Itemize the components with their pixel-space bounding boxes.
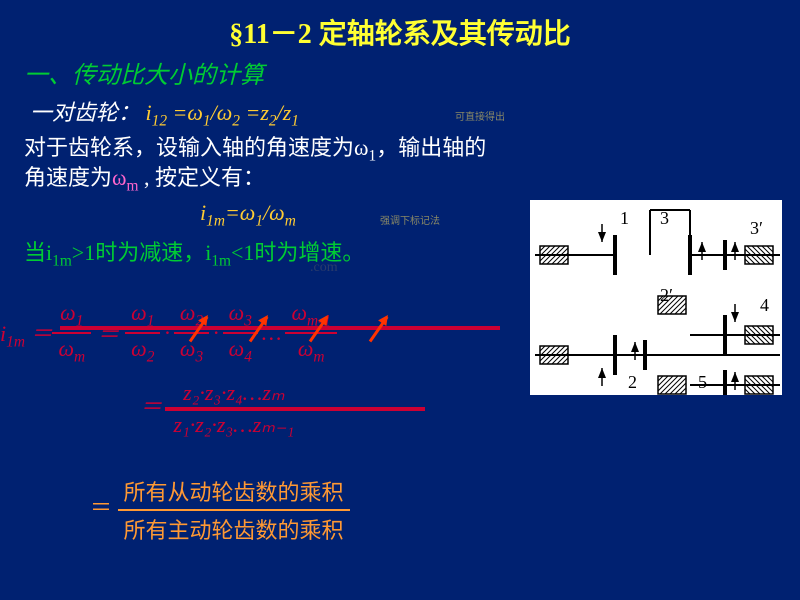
slide-root: §11－2 定轴轮系及其传动比一、传动比大小的计算一对齿轮： i12 =ω1/ω… xyxy=(0,0,800,600)
note-direct: 可直接得出 xyxy=(455,108,505,123)
diagram-label: 3 xyxy=(660,208,669,229)
watermark: .com xyxy=(310,260,338,276)
gear-diagram: 1 3 3′ 2′ 4 2 5 xyxy=(530,200,782,395)
chinese-fraction: ＝ 所有从动轮齿数的乘积所有主动轮齿数的乘积 xyxy=(90,475,350,545)
gear-pair-formula: 一对齿轮： i12 =ω1/ω2 =z2/z1 xyxy=(30,95,299,130)
slide-title: §11－2 定轴轮系及其传动比 xyxy=(0,12,800,52)
diagram-label: 2′ xyxy=(660,285,673,306)
big-equation-row1: i1m ＝ ω1ωm＝ω1ω2·ω2ω3·ω3ω4…ωm-1ωm xyxy=(0,300,337,367)
strike-2 xyxy=(60,328,500,330)
section-heading: 一、传动比大小的计算 xyxy=(24,55,264,90)
body-line-2: 角速度为ωm , 按定义有： xyxy=(24,160,265,195)
note-subscript: 强调下标记法 xyxy=(380,212,440,227)
diagram-label: 3′ xyxy=(750,218,763,239)
diagram-label: 4 xyxy=(760,295,769,316)
diagram-label: 1 xyxy=(620,208,629,229)
diagram-label: 5 xyxy=(698,372,707,393)
strike-4 xyxy=(165,409,425,411)
diagram-label: 2 xyxy=(628,372,637,393)
formula-i1m: i1m=ω1/ωm xyxy=(200,200,296,230)
gear-diagram-svg xyxy=(530,200,782,395)
